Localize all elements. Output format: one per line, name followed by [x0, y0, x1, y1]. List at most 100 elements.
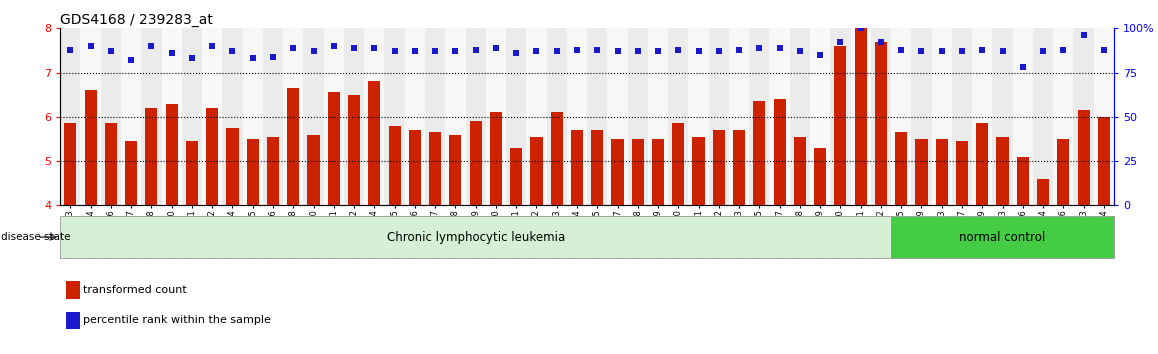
Point: [527, 48, 545, 54]
Bar: [490, 113, 503, 205]
Bar: [1057, 139, 1070, 205]
Bar: [347, 95, 360, 205]
Text: Chronic lymphocytic leukemia: Chronic lymphocytic leukemia: [387, 231, 565, 244]
Point: [1013, 64, 1032, 70]
Bar: [628, 28, 647, 205]
Point: [811, 52, 829, 58]
Bar: [936, 139, 947, 205]
Bar: [551, 113, 563, 205]
Point: [365, 45, 383, 51]
Bar: [830, 28, 850, 205]
Bar: [871, 28, 891, 205]
Bar: [688, 28, 709, 205]
Bar: [672, 124, 684, 205]
Point: [142, 43, 161, 49]
Point: [608, 48, 626, 54]
Bar: [222, 28, 243, 205]
Bar: [892, 216, 1114, 258]
Bar: [571, 130, 582, 205]
Bar: [60, 216, 892, 258]
Bar: [368, 81, 380, 205]
Bar: [185, 141, 198, 205]
Point: [892, 47, 910, 52]
Point: [994, 48, 1012, 54]
Bar: [972, 28, 992, 205]
Bar: [85, 90, 96, 205]
Point: [426, 48, 445, 54]
Bar: [425, 28, 445, 205]
Point: [1094, 47, 1113, 52]
Point: [345, 45, 364, 51]
Bar: [955, 141, 968, 205]
Bar: [182, 28, 201, 205]
Bar: [146, 108, 157, 205]
Bar: [895, 132, 908, 205]
Bar: [384, 28, 405, 205]
Bar: [1033, 28, 1054, 205]
Bar: [814, 148, 827, 205]
Bar: [749, 28, 769, 205]
Bar: [364, 28, 384, 205]
Bar: [790, 28, 809, 205]
Point: [953, 48, 972, 54]
Text: normal control: normal control: [960, 231, 1046, 244]
Point: [446, 48, 464, 54]
Bar: [307, 135, 320, 205]
Bar: [753, 101, 765, 205]
Bar: [141, 28, 161, 205]
Bar: [530, 137, 542, 205]
Point: [770, 45, 789, 51]
Point: [913, 48, 931, 54]
Bar: [992, 28, 1012, 205]
Bar: [733, 130, 746, 205]
Bar: [486, 28, 506, 205]
Bar: [611, 139, 623, 205]
Bar: [80, 28, 101, 205]
Bar: [506, 28, 526, 205]
Point: [102, 48, 120, 54]
Point: [264, 54, 283, 59]
Bar: [1012, 28, 1033, 205]
Bar: [652, 139, 664, 205]
Text: transformed count: transformed count: [83, 285, 188, 295]
Bar: [266, 137, 279, 205]
Point: [1075, 33, 1093, 38]
Bar: [227, 128, 239, 205]
Bar: [101, 28, 120, 205]
Point: [548, 48, 566, 54]
Bar: [1073, 28, 1094, 205]
Bar: [328, 92, 340, 205]
Bar: [125, 141, 137, 205]
Point: [284, 45, 302, 51]
Bar: [996, 137, 1009, 205]
Bar: [730, 28, 749, 205]
Bar: [287, 88, 299, 205]
Bar: [668, 28, 688, 205]
Bar: [850, 28, 871, 205]
Point: [851, 25, 870, 31]
Point: [588, 47, 607, 52]
Point: [81, 43, 100, 49]
Point: [831, 40, 850, 45]
Bar: [547, 28, 567, 205]
Bar: [892, 28, 911, 205]
Point: [567, 47, 586, 52]
Bar: [303, 28, 323, 205]
Bar: [60, 28, 80, 205]
Point: [648, 48, 667, 54]
Point: [183, 56, 201, 61]
Bar: [428, 132, 441, 205]
Text: disease state: disease state: [1, 232, 71, 242]
Bar: [243, 28, 263, 205]
Point: [932, 48, 951, 54]
Bar: [834, 46, 846, 205]
Bar: [201, 28, 222, 205]
Point: [1034, 48, 1053, 54]
Bar: [976, 124, 989, 205]
Bar: [587, 28, 607, 205]
Point: [507, 50, 526, 56]
Bar: [389, 126, 401, 205]
Point: [243, 56, 262, 61]
Point: [750, 45, 769, 51]
Bar: [409, 130, 422, 205]
